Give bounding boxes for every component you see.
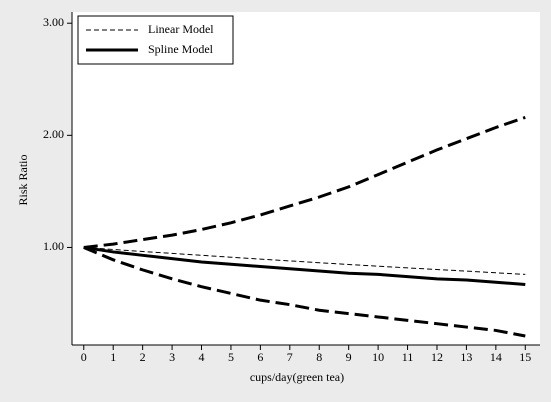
y-axis-label: Risk Ratio	[16, 154, 30, 205]
series-line	[83, 246, 526, 338]
x-tick-label: 8	[316, 350, 322, 364]
y-tick-label: 3.00	[43, 15, 64, 29]
series-line	[83, 245, 526, 286]
x-tick-label: 4	[199, 350, 205, 364]
legend-label: Spline Model	[148, 42, 214, 56]
x-tick-label: 9	[346, 350, 352, 364]
x-tick-label: 7	[287, 350, 293, 364]
x-tick-label: 3	[169, 350, 175, 364]
y-tick-label: 1.00	[43, 239, 64, 253]
x-tick-label: 15	[519, 350, 531, 364]
legend-label: Linear Model	[148, 22, 214, 36]
x-tick-label: 11	[402, 350, 414, 364]
x-tick-label: 12	[431, 350, 443, 364]
x-tick-label: 0	[81, 350, 87, 364]
x-tick-label: 13	[460, 350, 472, 364]
series-line	[83, 246, 526, 275]
x-tick-label: 6	[257, 350, 263, 364]
x-tick-label: 14	[490, 350, 502, 364]
plot-area	[72, 12, 540, 345]
legend-box	[77, 15, 234, 65]
y-tick-label: 2.00	[43, 127, 64, 141]
x-axis-label: cups/day(green tea)	[250, 370, 344, 384]
x-tick-label: 2	[140, 350, 146, 364]
series-line	[83, 115, 526, 249]
x-tick-label: 1	[110, 350, 116, 364]
x-tick-label: 5	[228, 350, 234, 364]
x-tick-label: 10	[372, 350, 384, 364]
